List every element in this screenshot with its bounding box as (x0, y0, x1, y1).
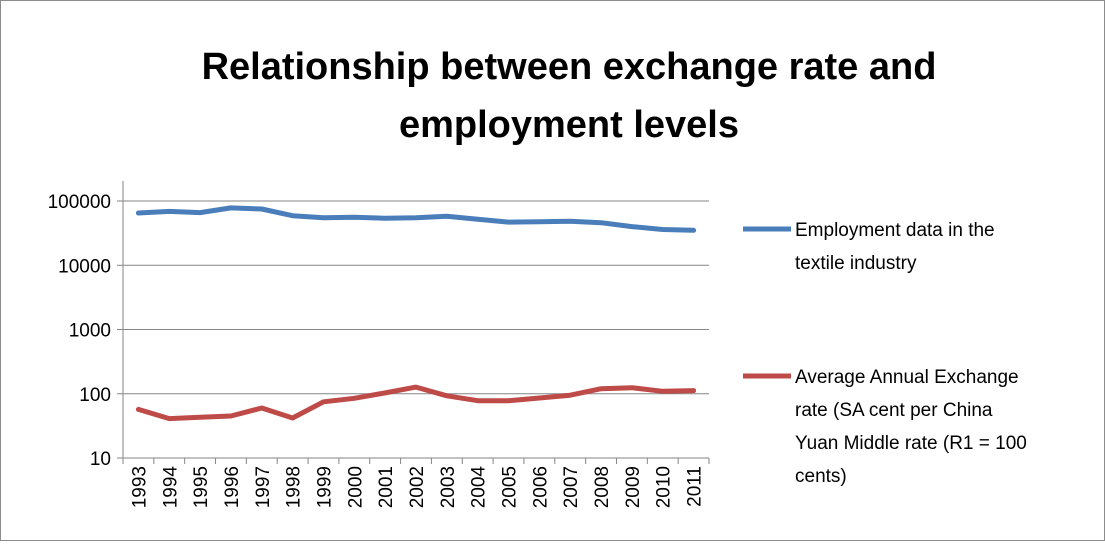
x-tick-label: 1999 (314, 466, 335, 508)
series-lines (135, 205, 697, 422)
x-tick-label: 2006 (530, 466, 551, 508)
x-tick-label: 1995 (191, 466, 212, 508)
y-tick-label: 10 (90, 449, 111, 470)
legend-label-2: Yuan Middle rate (R1 = 100 (795, 433, 1027, 454)
series-line-2 (135, 384, 697, 422)
chart-title-line-1: Relationship between exchange rate and (202, 46, 937, 88)
x-tick-label: 2004 (469, 466, 490, 509)
axes (117, 181, 710, 464)
x-tick-label: 2002 (407, 466, 428, 508)
gridlines (123, 200, 709, 395)
x-tick-label: 1994 (160, 466, 181, 509)
y-tick-label: 10000 (58, 256, 111, 277)
y-tick-label: 100000 (48, 192, 111, 213)
x-tick-label: 2000 (345, 466, 366, 508)
x-tick-label: 2005 (500, 466, 521, 508)
x-tick-label: 2007 (561, 466, 582, 508)
x-tick-label: 2008 (592, 466, 613, 508)
series-line-1 (135, 205, 697, 233)
x-tick-label: 1997 (253, 466, 274, 508)
legend-label-1: Employment data in the (795, 220, 995, 241)
chart-title-line-2: employment levels (399, 104, 739, 146)
x-tick-label: 2003 (438, 466, 459, 508)
x-tick-label: 2001 (376, 466, 397, 508)
legend-label-2: rate (SA cent per China (795, 400, 993, 421)
legend-label-2: Average Annual Exchange (795, 367, 1019, 388)
legend: Employment data in the textile industry Av… (743, 220, 1027, 487)
x-tick-label: 2009 (623, 466, 644, 508)
x-axis-tick-labels: 1993 1994 1995 1996 1997 1998 1999 2000 2001 2002… (129, 466, 705, 509)
y-tick-label: 100 (79, 385, 111, 406)
legend-label-1: textile industry (795, 253, 917, 274)
x-tick-label: 1993 (129, 466, 150, 508)
y-tick-label: 1000 (69, 321, 111, 342)
legend-label-2: cents) (795, 466, 847, 487)
y-axis-tick-labels: 10 100 1000 10000 100000 (48, 192, 111, 470)
x-tick-label: 1998 (284, 466, 305, 508)
x-tick-label: 2011 (685, 466, 706, 507)
x-tick-label: 1996 (222, 466, 243, 508)
x-tick-label: 2010 (654, 466, 675, 508)
